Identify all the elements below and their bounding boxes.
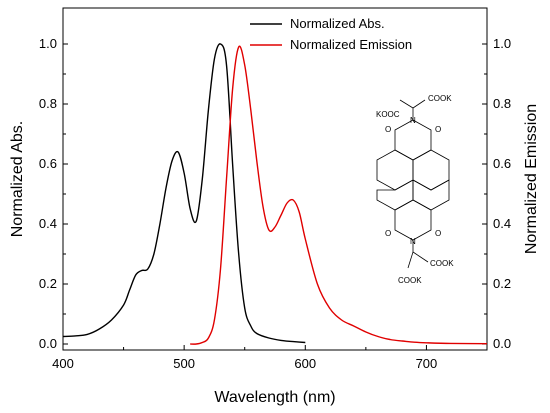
molecule-bond-bottom-2 [412, 251, 429, 263]
molecule-ring-1 [394, 119, 432, 161]
molecule-structure [376, 99, 450, 269]
x-axis-title: Wavelength (nm) [214, 389, 335, 406]
molecule-label-o-tr: O [435, 125, 441, 134]
axis-ticks [62, 43, 488, 350]
molecule-bond-top-3 [399, 99, 414, 109]
molecule-ring-3 [412, 149, 450, 191]
x-tick-label: 600 [294, 356, 316, 371]
legend: Normalized Abs. Normalized Emission [250, 16, 412, 52]
y-left-tick-label: 0.0 [39, 336, 57, 351]
molecule-label-o-tl: O [385, 125, 391, 134]
molecule-label-bottom-right: COOK [430, 259, 454, 268]
y-left-tick-label: 1.0 [39, 36, 57, 51]
legend-label-abs: Normalized Abs. [290, 16, 385, 31]
x-tick-label: 700 [416, 356, 438, 371]
molecule-text: COOK KOOC O N O O N O COOK COOK [376, 94, 454, 285]
molecule-label-bottom-left: COOK [398, 276, 422, 285]
molecule-bond-bottom-3 [407, 251, 414, 269]
y-left-tick-label: 0.8 [39, 96, 57, 111]
molecule-ring-5 [412, 179, 450, 211]
x-tick-label: 500 [173, 356, 195, 371]
y-left-tick-label: 0.2 [39, 276, 57, 291]
molecule-label-o-br: O [435, 229, 441, 238]
y-left-tick-label: 0.6 [39, 156, 57, 171]
y-right-tick-label: 0.2 [493, 276, 511, 291]
y-right-tick-label: 0.0 [493, 336, 511, 351]
molecule-label-top-left: KOOC [376, 110, 400, 119]
x-tick-label: 400 [52, 356, 74, 371]
y-axis-left-title: Normalized Abs. [9, 121, 26, 238]
molecule-label-o-bl: O [385, 229, 391, 238]
molecule-label-top-right: COOK [428, 94, 452, 103]
molecule-ring-6 [394, 199, 432, 241]
y-right-tick-label: 1.0 [493, 36, 511, 51]
series-line-emission [190, 45, 488, 345]
y-left-tick-label: 0.4 [39, 216, 57, 231]
molecule-ring-4 [376, 179, 414, 211]
y-right-tick-label: 0.8 [493, 96, 511, 111]
axis-labels: 400 500 600 700 0.0 0.0 0.2 0.2 0.4 0.4 0.6 0.6 0.8 0… [39, 36, 511, 371]
molecule-label-n-top: N [410, 116, 416, 125]
series-line-abs [62, 43, 306, 344]
series-group [62, 43, 488, 345]
molecule-bond-top-2 [412, 99, 426, 109]
y-right-tick-label: 0.6 [493, 156, 511, 171]
molecule-ring-2 [376, 149, 414, 191]
molecule-label-n-bottom: N [410, 237, 416, 246]
y-axis-right-title: Normalized Emission [523, 104, 540, 254]
plot-frame [62, 7, 488, 351]
legend-label-emission: Normalized Emission [290, 37, 412, 52]
y-right-tick-label: 0.4 [493, 216, 511, 231]
